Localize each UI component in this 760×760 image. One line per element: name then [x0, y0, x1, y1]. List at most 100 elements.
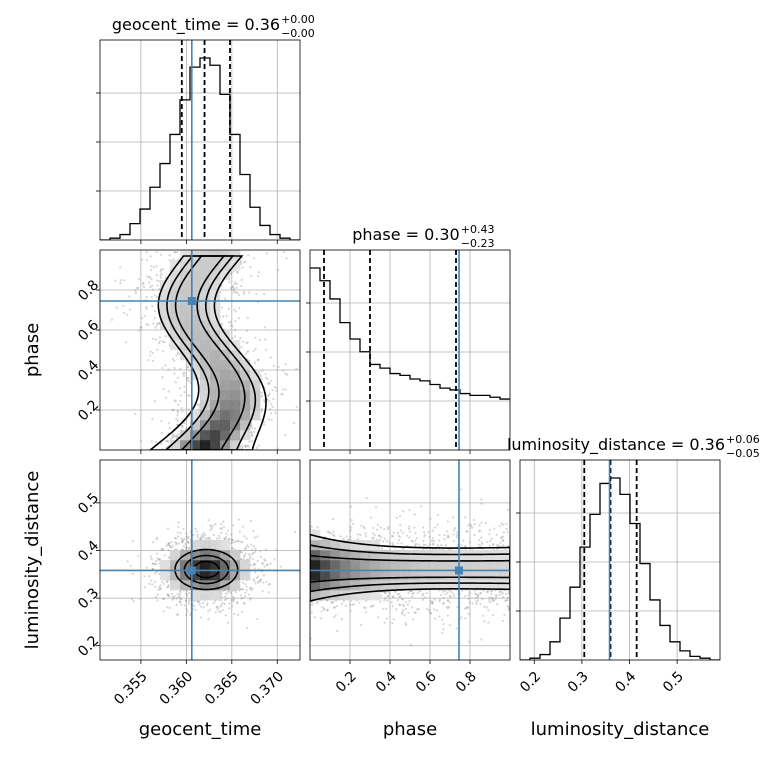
density-cell	[190, 550, 201, 561]
scatter-point	[460, 488, 463, 491]
density-cell	[160, 290, 171, 301]
scatter-point	[173, 250, 176, 254]
scatter-point	[492, 543, 495, 546]
scatter-point	[220, 306, 223, 309]
scatter-point	[220, 322, 224, 325]
scatter-point	[505, 527, 508, 531]
scatter-point	[244, 591, 247, 594]
scatter-point	[263, 423, 266, 426]
scatter-point	[483, 620, 486, 623]
scatter-point	[231, 538, 234, 542]
scatter-point	[227, 538, 230, 541]
scatter-point	[351, 603, 354, 606]
scatter-point	[160, 548, 163, 551]
scatter-point	[233, 328, 237, 331]
scatter-point	[162, 340, 165, 343]
scatter-point	[462, 539, 465, 542]
scatter-point	[424, 533, 427, 536]
scatter-point	[175, 418, 178, 421]
density-cell	[220, 430, 231, 441]
scatter-point	[246, 444, 249, 447]
scatter-point	[140, 258, 144, 261]
scatter-point	[491, 599, 494, 603]
density-cell	[180, 290, 191, 301]
scatter-point	[424, 543, 427, 547]
scatter-point	[349, 609, 352, 612]
scatter-point	[420, 504, 423, 508]
scatter-point	[397, 539, 401, 542]
density-cell	[200, 430, 211, 441]
scatter-point	[187, 408, 190, 411]
scatter-point	[173, 435, 177, 438]
scatter-point	[155, 538, 158, 541]
scatter-point	[502, 531, 505, 534]
scatter-point	[161, 376, 164, 379]
scatter-point	[214, 599, 217, 603]
scatter-point	[270, 418, 273, 421]
density-cell	[180, 320, 191, 331]
scatter-point	[130, 597, 134, 600]
scatter-point	[167, 544, 170, 547]
scatter-point	[495, 543, 499, 547]
scatter-point	[246, 341, 249, 344]
scatter-point	[408, 525, 411, 528]
scatter-point	[246, 317, 250, 320]
scatter-point	[401, 603, 404, 606]
density-cell	[230, 410, 241, 421]
density-cell	[190, 590, 201, 601]
scatter-point	[445, 606, 449, 609]
scatter-point	[463, 607, 467, 610]
scatter-point	[244, 444, 248, 447]
scatter-point	[145, 323, 148, 326]
scatter-point	[236, 539, 240, 542]
density-cell	[180, 310, 191, 321]
scatter-point	[250, 431, 253, 434]
scatter-point	[379, 600, 382, 603]
scatter-point	[476, 599, 480, 602]
scatter-point	[401, 598, 404, 601]
scatter-point	[151, 359, 154, 362]
scatter-point	[465, 530, 468, 533]
scatter-point	[183, 421, 186, 425]
scatter-point	[263, 399, 266, 402]
scatter-point	[274, 411, 277, 415]
scatter-point	[236, 291, 239, 295]
scatter-point	[143, 586, 147, 589]
scatter-point	[431, 600, 434, 603]
scatter-point	[187, 380, 191, 383]
scatter-point	[427, 609, 431, 612]
scatter-point	[179, 598, 182, 601]
scatter-point	[245, 537, 248, 540]
scatter-point	[196, 533, 199, 537]
scatter-point	[446, 607, 450, 610]
density-cell	[190, 350, 201, 361]
scatter-point	[257, 358, 260, 361]
scatter-point	[460, 616, 463, 619]
scatter-point	[407, 591, 410, 594]
scatter-point	[119, 279, 123, 282]
scatter-point	[455, 536, 458, 539]
scatter-point	[402, 531, 405, 534]
scatter-point	[295, 367, 298, 370]
density-cell	[220, 550, 231, 561]
scatter-point	[167, 585, 170, 588]
scatter-point	[207, 519, 210, 522]
scatter-point	[114, 279, 117, 282]
scatter-point	[404, 600, 407, 603]
scatter-point	[426, 545, 430, 548]
scatter-point	[187, 541, 190, 544]
scatter-point	[181, 541, 184, 544]
density-cell	[210, 350, 221, 361]
scatter-point	[295, 406, 298, 409]
scatter-point	[218, 537, 221, 540]
scatter-point	[257, 580, 260, 583]
scatter-point	[156, 324, 159, 327]
scatter-point	[364, 606, 367, 610]
scatter-point	[225, 592, 228, 595]
scatter-point	[207, 610, 210, 613]
scatter-point	[396, 531, 399, 535]
truth-point	[187, 566, 196, 575]
scatter-point	[316, 600, 319, 603]
density-cell	[160, 300, 171, 311]
scatter-point	[487, 621, 490, 624]
